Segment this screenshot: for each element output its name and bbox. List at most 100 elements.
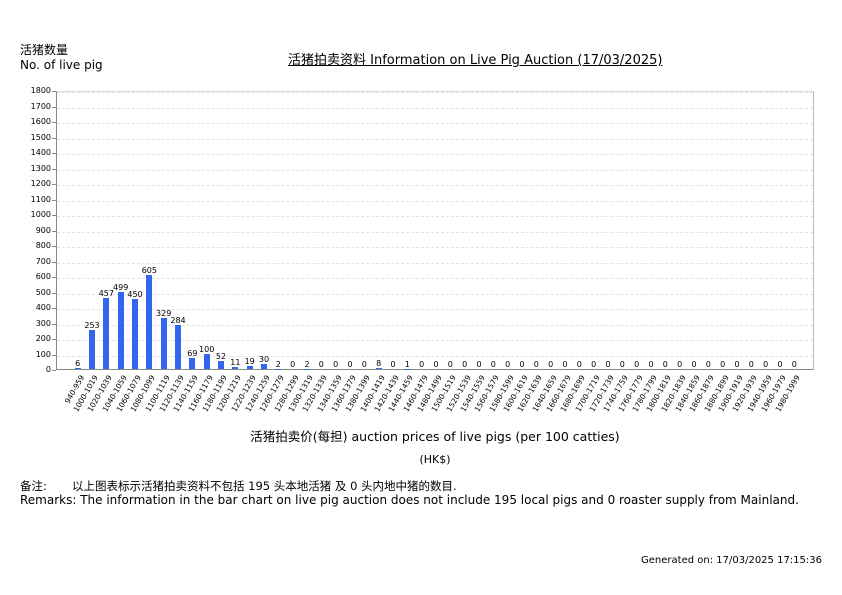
bar-value-label: 457	[98, 289, 114, 299]
bar-value-label: 0	[705, 360, 711, 369]
y-tick-label: 100	[35, 349, 51, 359]
gridline	[57, 231, 813, 233]
bar-value-label: 0	[433, 360, 439, 369]
bar	[232, 367, 239, 369]
bar-value-label: 0	[490, 360, 496, 369]
bar	[203, 353, 210, 369]
bar-value-label: 605	[141, 266, 157, 276]
gridline	[57, 216, 813, 217]
y-tick-label: 200	[35, 334, 51, 343]
bar-value-label: 69	[187, 349, 198, 359]
gridline	[57, 355, 813, 357]
bar-value-label: 0	[576, 360, 582, 369]
y-tick-label: 1800	[30, 86, 51, 95]
gridline	[57, 262, 813, 264]
bar-value-label: 0	[476, 360, 482, 369]
bar	[189, 358, 196, 369]
gridline	[57, 92, 813, 93]
y-tick-label: 400	[35, 303, 51, 312]
y-tick-label: 1200	[30, 179, 51, 188]
bar-value-label: 0	[691, 360, 697, 369]
y-tick-mark	[52, 122, 56, 123]
bar-value-label: 0	[720, 360, 726, 369]
gridline	[57, 154, 813, 155]
y-tick-mark	[52, 106, 56, 108]
bar-value-label: 0	[347, 360, 353, 369]
gridline	[57, 293, 813, 295]
bar-value-label: 0	[605, 360, 611, 369]
bar-value-label: 0	[318, 360, 324, 369]
bar-value-label: 2	[304, 359, 310, 369]
y-tick-label: 600	[35, 272, 51, 281]
bar-value-label: 0	[763, 360, 769, 369]
y-tick-mark	[52, 370, 56, 371]
gridline	[57, 278, 813, 279]
y-tick-label: 1700	[30, 101, 51, 111]
y-tick-label: 1400	[30, 148, 51, 157]
bar	[375, 367, 382, 369]
bar	[261, 364, 267, 369]
y-tick-label: 700	[35, 256, 51, 266]
bar-value-label: 0	[619, 360, 625, 369]
gridline	[57, 340, 813, 341]
bar-value-label: 30	[258, 355, 270, 365]
bar-value-label: 19	[244, 357, 255, 367]
y-tick-label: 500	[35, 287, 51, 297]
bar-value-label: 450	[127, 290, 143, 300]
bar-value-label: 2	[275, 359, 281, 369]
bar-value-label: 0	[634, 360, 640, 369]
bar-value-label: 253	[84, 320, 100, 330]
gridline	[57, 309, 813, 310]
y-tick-label: 0	[45, 365, 51, 374]
bar-value-label: 0	[662, 360, 668, 369]
generated-timestamp: Generated on: 17/03/2025 17:15:36	[641, 555, 822, 566]
bar-value-label: 0	[734, 360, 740, 369]
remark-cn: 备注: 以上图表标示活猪拍卖资料不包括 195 头本地活猪 及 0 头内地中猪的数…	[20, 478, 457, 494]
y-tick-mark	[52, 199, 56, 201]
bar	[175, 324, 181, 369]
y-tick-mark	[52, 292, 56, 294]
bar-value-label: 8	[376, 358, 382, 368]
y-tick-label: 1000	[30, 210, 51, 219]
gridline	[57, 169, 813, 171]
y-tick-mark	[52, 91, 56, 92]
bar-value-label: 0	[533, 360, 539, 369]
y-tick-mark	[52, 168, 56, 170]
bar	[146, 275, 153, 369]
y-tick-mark	[52, 261, 56, 263]
bar-value-label: 284	[170, 315, 186, 325]
y-tick-label: 800	[35, 241, 51, 250]
bar-value-label: 0	[748, 360, 754, 369]
y-tick-mark	[52, 246, 56, 247]
bar	[117, 291, 124, 369]
y-tick-mark	[52, 215, 56, 216]
bar	[89, 329, 95, 369]
y-tick-mark	[52, 323, 56, 325]
bar	[103, 298, 110, 369]
bar-value-label: 52	[215, 351, 227, 361]
plot-area: 6 253 457 499 450 605 329 284 69 100 52 11 19 30 2 0 2 0 0…	[56, 91, 814, 370]
y-tick-label: 1100	[30, 194, 51, 204]
remark-cn-label: 备注:	[20, 479, 47, 493]
y-tick-mark	[52, 354, 56, 356]
y-tick-mark	[52, 153, 56, 154]
y-tick-mark	[52, 184, 56, 185]
bar-value-label: 0	[462, 360, 468, 369]
y-tick-mark	[52, 230, 56, 232]
gridline	[57, 107, 813, 109]
bar-value-label: 11	[230, 358, 241, 368]
gridline	[57, 123, 813, 124]
bar	[160, 318, 167, 369]
y-tick-label: 1300	[30, 163, 51, 173]
y-tick-mark	[52, 277, 56, 278]
bar-value-label: 0	[290, 360, 296, 369]
bar-value-label: 6	[75, 359, 81, 369]
y-tick-label: 900	[35, 225, 51, 235]
bar	[132, 299, 138, 369]
y-tick-mark	[52, 339, 56, 340]
bar-value-label: 0	[548, 360, 554, 369]
bar-value-label: 0	[333, 360, 339, 369]
y-axis-label-cn: 活猪数量	[20, 43, 69, 57]
bar-value-label: 329	[156, 309, 172, 318]
bar-value-label: 0	[777, 360, 783, 369]
